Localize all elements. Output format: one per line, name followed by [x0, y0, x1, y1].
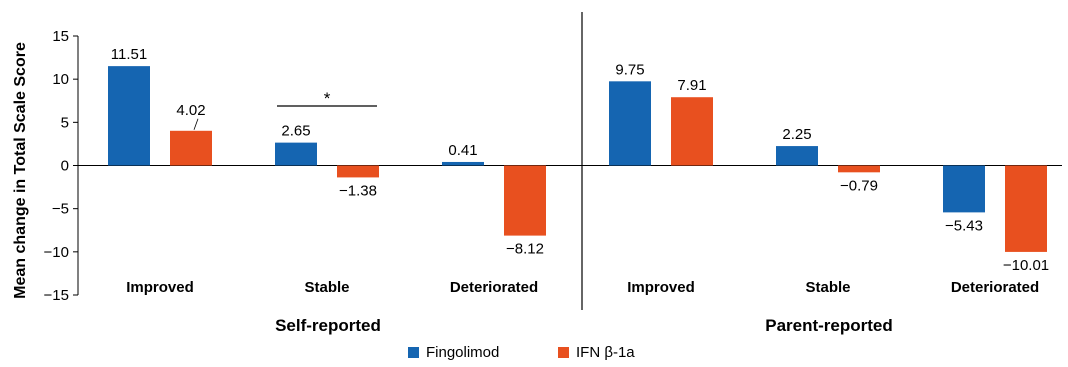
value-label: 11.51 — [111, 46, 147, 63]
value-label: 7.91 — [677, 77, 706, 94]
value-label: −0.79 — [840, 177, 878, 194]
category-label: Improved — [627, 279, 695, 296]
bar-fingolimod — [609, 81, 651, 166]
bar-ifn-beta-1a — [170, 130, 212, 166]
y-axis-label: Mean change in Total Scale Score — [12, 42, 29, 299]
y-tick-label: −5 — [52, 201, 69, 218]
bar-ifn-beta-1a — [671, 97, 713, 166]
value-label: −5.43 — [945, 217, 983, 234]
category-label: Deteriorated — [951, 279, 1039, 296]
legend-label: IFN β-1a — [576, 344, 635, 361]
y-tick-label: −10 — [44, 244, 69, 261]
value-label: 4.02 — [176, 102, 205, 119]
legend-swatch-fingolimod — [408, 347, 419, 358]
value-label: 0.41 — [448, 142, 477, 159]
legend-swatch-ifn-beta-1a — [558, 347, 569, 358]
bar-fingolimod — [776, 146, 818, 166]
value-label: −10.01 — [1003, 257, 1049, 274]
y-tick-label: 15 — [52, 28, 69, 45]
value-leader-line — [193, 118, 199, 130]
bar-fingolimod — [943, 165, 985, 213]
value-label: 9.75 — [615, 61, 644, 78]
category-label: Improved — [126, 279, 194, 296]
category-label: Deteriorated — [450, 279, 538, 296]
bar-ifn-beta-1a — [337, 165, 379, 178]
value-label: 2.25 — [782, 126, 811, 143]
y-tick-label: 10 — [52, 71, 69, 88]
y-tick-label: −15 — [44, 287, 69, 304]
legend-label: Fingolimod — [426, 344, 499, 361]
group-label: Self-reported — [275, 316, 381, 335]
value-label: −8.12 — [506, 241, 544, 258]
significance-marker: * — [324, 89, 331, 108]
bar-fingolimod — [442, 161, 484, 166]
category-label: Stable — [805, 279, 850, 296]
category-label: Stable — [304, 279, 349, 296]
group-label: Parent-reported — [765, 316, 893, 335]
y-tick-label: 0 — [61, 158, 69, 175]
bar-ifn-beta-1a — [838, 165, 880, 173]
value-label: 2.65 — [281, 123, 310, 140]
bar-fingolimod — [275, 142, 317, 166]
value-label: −1.38 — [339, 182, 377, 199]
bar-ifn-beta-1a — [504, 165, 546, 236]
bar-ifn-beta-1a — [1005, 165, 1047, 252]
y-tick-label: 5 — [61, 114, 69, 131]
bar-fingolimod — [108, 66, 150, 166]
